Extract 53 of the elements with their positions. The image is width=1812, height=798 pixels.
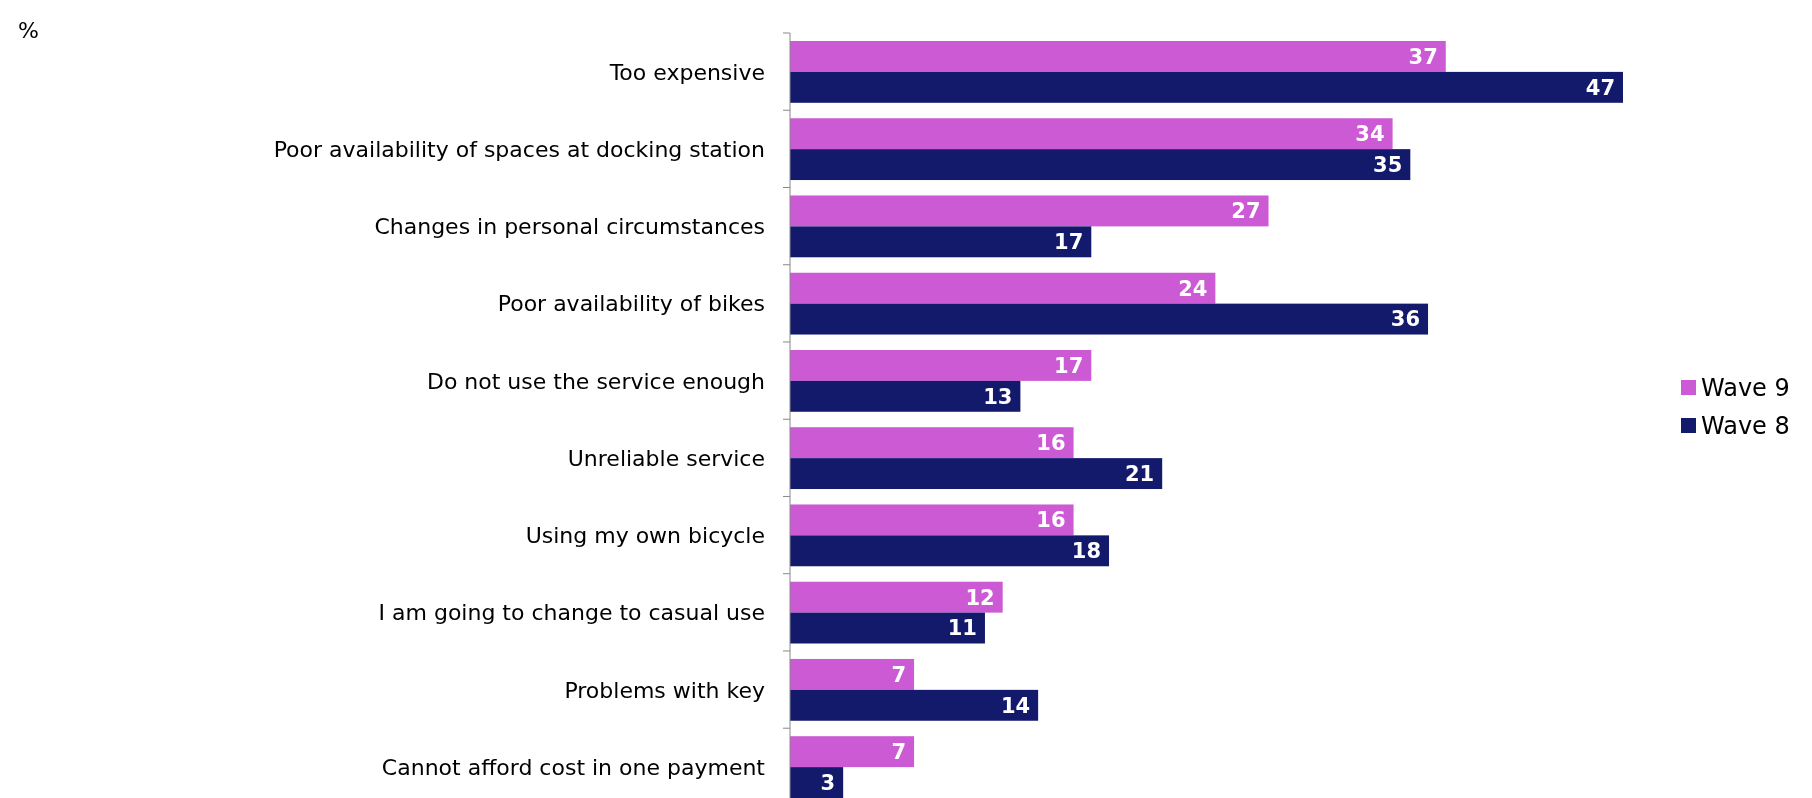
y-tick-label: Cannot afford cost in one payment bbox=[381, 754, 766, 780]
data-label: 13 bbox=[983, 384, 1013, 409]
bar bbox=[790, 736, 915, 768]
data-label: 17 bbox=[1054, 353, 1084, 378]
data-label: 37 bbox=[1408, 44, 1438, 69]
bar bbox=[790, 272, 1216, 304]
bar bbox=[790, 349, 1092, 381]
bar bbox=[790, 118, 1393, 150]
legend-label: Wave 8 bbox=[1701, 412, 1790, 441]
bar bbox=[790, 380, 1021, 412]
data-label: 11 bbox=[947, 616, 977, 641]
bar bbox=[790, 658, 915, 690]
data-label: 35 bbox=[1373, 152, 1403, 177]
bar bbox=[790, 689, 1039, 721]
bar bbox=[790, 504, 1074, 536]
text: % bbox=[18, 18, 39, 43]
y-tick-label: Too expensive bbox=[608, 59, 765, 85]
bar bbox=[790, 195, 1269, 227]
y-tick-label: I am going to change to casual use bbox=[378, 600, 765, 626]
bar bbox=[790, 303, 1429, 335]
data-label: 16 bbox=[1036, 431, 1066, 456]
bar bbox=[790, 767, 844, 798]
data-label: 17 bbox=[1054, 230, 1084, 255]
bar bbox=[790, 535, 1110, 567]
data-label: 47 bbox=[1585, 75, 1615, 100]
bar bbox=[790, 149, 1411, 181]
bar bbox=[790, 41, 1446, 72]
data-label: 12 bbox=[965, 585, 995, 610]
data-label: 34 bbox=[1355, 122, 1385, 147]
data-label: 3 bbox=[820, 770, 836, 795]
bar bbox=[790, 458, 1163, 490]
y-tick-label: Do not use the service enough bbox=[426, 368, 765, 394]
data-label: 27 bbox=[1231, 199, 1261, 224]
y-tick-label: Poor availability of bikes bbox=[497, 291, 765, 317]
data-label: 7 bbox=[891, 662, 907, 687]
y-tick-label: Problems with key bbox=[564, 677, 765, 703]
data-label: 18 bbox=[1071, 539, 1102, 564]
y-tick-label: Using my own bicycle bbox=[525, 523, 765, 549]
legend-label: Wave 9 bbox=[1701, 374, 1790, 403]
data-label: 36 bbox=[1390, 307, 1421, 332]
bar bbox=[790, 226, 1092, 258]
data-label: 16 bbox=[1036, 508, 1066, 533]
bar bbox=[790, 581, 1003, 613]
data-label: 24 bbox=[1178, 276, 1208, 301]
bar bbox=[790, 612, 985, 644]
y-tick-label: Unreliable service bbox=[567, 445, 765, 471]
data-label: 21 bbox=[1124, 461, 1155, 486]
bar bbox=[790, 427, 1074, 459]
bar bbox=[790, 71, 1623, 103]
data-label: 14 bbox=[1000, 693, 1031, 718]
data-label: 7 bbox=[891, 740, 907, 764]
y-tick-label: Poor availability of spaces at docking station bbox=[273, 136, 765, 162]
y-tick-label: Changes in personal circumstances bbox=[374, 214, 765, 240]
